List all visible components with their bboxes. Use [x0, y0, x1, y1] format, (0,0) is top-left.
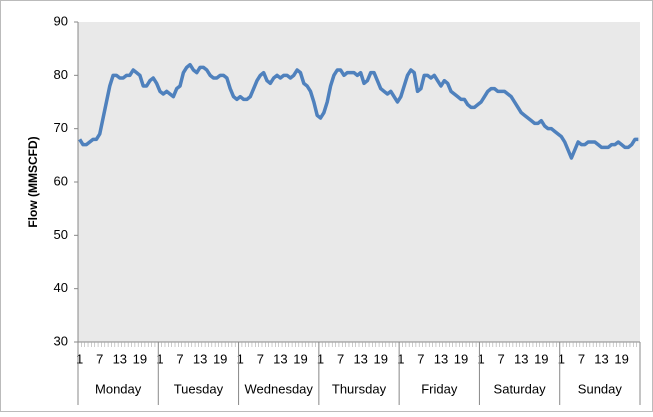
x-tick-label: 7 — [257, 351, 264, 366]
x-tick-label: 19 — [454, 351, 468, 366]
x-tick-label: 19 — [213, 351, 227, 366]
x-tick-label: 7 — [337, 351, 344, 366]
group-label: Sunday — [578, 381, 623, 396]
x-tick-label: 1 — [156, 351, 163, 366]
y-tick-label: 30 — [54, 333, 68, 348]
x-tick-label: 13 — [434, 351, 448, 366]
x-tick-label: 19 — [133, 351, 147, 366]
x-tick-label: 13 — [514, 351, 528, 366]
data-line — [78, 62, 639, 160]
group-label: Saturday — [494, 381, 547, 396]
x-tick-label: 1 — [477, 351, 484, 366]
x-tick-label: 1 — [397, 351, 404, 366]
x-tick-label: 7 — [417, 351, 424, 366]
group-label: Monday — [95, 381, 142, 396]
x-tick-label: 19 — [534, 351, 548, 366]
x-tick-label: 13 — [113, 351, 127, 366]
y-axis-label: Flow (MMSCFD) — [26, 136, 40, 227]
group-label: Tuesday — [174, 381, 224, 396]
x-tick-label: 1 — [558, 351, 565, 366]
x-tick-label: 13 — [594, 351, 608, 366]
y-tick-label: 90 — [54, 13, 68, 28]
y-tick-label: 40 — [54, 280, 68, 295]
x-tick-label: 13 — [273, 351, 287, 366]
x-tick-label: 7 — [96, 351, 103, 366]
x-tick-label: 7 — [578, 351, 585, 366]
x-tick-label: 1 — [317, 351, 324, 366]
x-tick-label: 19 — [374, 351, 388, 366]
plot-area — [78, 22, 640, 342]
y-tick-label: 60 — [54, 173, 68, 188]
x-tick-label: 7 — [498, 351, 505, 366]
x-tick-label: 13 — [353, 351, 367, 366]
group-label: Thursday — [332, 381, 387, 396]
x-tick-label: 13 — [193, 351, 207, 366]
group-label: Wednesday — [245, 381, 314, 396]
x-tick-label: 1 — [237, 351, 244, 366]
x-tick-label: 7 — [176, 351, 183, 366]
x-tick-label: 19 — [293, 351, 307, 366]
y-tick-label: 70 — [54, 120, 68, 135]
x-tick-label: 19 — [614, 351, 628, 366]
y-tick-label: 80 — [54, 67, 68, 82]
y-tick-label: 50 — [54, 227, 68, 242]
group-label: Friday — [421, 381, 458, 396]
x-tick-label: 1 — [76, 351, 83, 366]
